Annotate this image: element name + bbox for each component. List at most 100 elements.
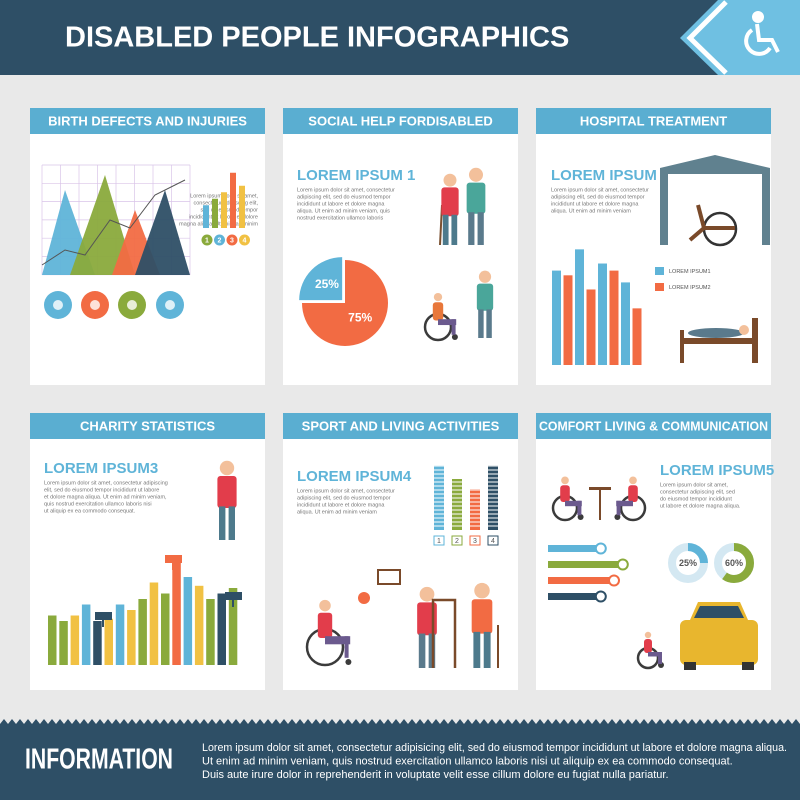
bar	[203, 205, 209, 228]
body-text: Lorem ipsum dolor sit amet, consectetur …	[44, 480, 168, 486]
figure-leg	[451, 319, 456, 335]
figure-leg	[648, 652, 662, 657]
figure-leg	[658, 652, 662, 664]
figure-leg	[478, 309, 484, 338]
body-text: incididunt ut labore et dolore magna	[297, 201, 385, 207]
badge	[433, 535, 445, 546]
figure-head	[433, 292, 443, 302]
badge	[226, 234, 238, 246]
legend-swatch	[655, 267, 664, 275]
bar	[228, 588, 238, 665]
panel-title: SPORT AND LIVING ACTIVITIES	[302, 418, 500, 433]
figure-leg	[565, 500, 582, 507]
badge	[201, 234, 213, 246]
panel-title: COMFORT LIVING & COMMUNICATION	[539, 418, 768, 433]
pie-label: 75%	[348, 310, 372, 324]
icon-head	[752, 11, 764, 23]
deco-line	[41, 179, 186, 266]
body-text: Lorem ipsum dolor sit amet, consectetur	[297, 187, 395, 193]
body-text: nostrud exercitation ullamco laboris	[297, 215, 383, 221]
figure-head	[443, 173, 457, 187]
pie-slice	[299, 257, 343, 301]
progress-knob	[608, 574, 620, 587]
body-text: adipiscing elit, sed do eiusmod tempor	[297, 194, 391, 200]
figure-head	[561, 476, 569, 485]
wheel-small	[614, 514, 621, 520]
badge	[469, 535, 481, 546]
basket	[377, 569, 401, 585]
bar	[81, 604, 91, 665]
panel-title: HOSPITAL TREATMENT	[580, 113, 727, 128]
panel-heading: LOREM IPSUM4	[297, 468, 412, 485]
bar	[93, 621, 102, 665]
pie-label: 25%	[315, 277, 339, 291]
progress-bar	[548, 545, 601, 552]
footer-title: INFORMATION	[25, 744, 173, 776]
ball	[358, 592, 370, 604]
bar	[221, 192, 227, 228]
bar	[217, 593, 226, 665]
figure-leg	[616, 500, 621, 516]
bed-foot	[680, 330, 684, 363]
body-text: ut aliquip ex ea commodo consequat.	[44, 508, 136, 514]
figure-leg	[473, 631, 481, 668]
figure-body	[628, 485, 638, 502]
bar	[586, 289, 596, 365]
bar	[621, 282, 630, 365]
figure-head	[319, 599, 331, 612]
progress-knob	[594, 542, 607, 555]
bar	[70, 615, 80, 665]
panel-heading: LOREM IPSUM3	[44, 460, 158, 477]
figure-body	[466, 182, 486, 214]
walker	[431, 598, 457, 668]
patient-head	[739, 325, 749, 335]
panel-title-bar	[536, 108, 771, 134]
icon-inner	[127, 300, 137, 310]
figure-leg	[325, 636, 351, 645]
bar	[212, 198, 218, 228]
legend-label: LOREM IPSUM1	[669, 269, 711, 275]
panel-heading: LOREM IPSUM5	[660, 462, 774, 479]
header-chevron	[686, 0, 728, 75]
figure-leg	[486, 309, 492, 338]
figure-head	[478, 270, 492, 283]
legend-label: LOREM IPSUM2	[669, 285, 711, 291]
body-text: aliqua. Ut enim ad minim veniam, quis	[297, 208, 390, 214]
bar	[59, 621, 68, 665]
figure-leg	[451, 214, 458, 245]
patient	[688, 328, 744, 338]
donut-label: 25%	[679, 558, 697, 568]
wheel-small	[451, 334, 458, 340]
wheelchair-icon	[744, 11, 780, 56]
pie-slice	[302, 260, 388, 346]
panel-title: CHARITY STATISTICS	[80, 418, 215, 433]
panel-title-bar	[30, 413, 265, 439]
flag	[225, 592, 242, 600]
figure-leg	[468, 212, 475, 245]
body-text: aliqua. Ut enim ad minim veniam	[551, 208, 631, 214]
deco-area	[70, 175, 135, 275]
icon-wheel	[744, 28, 772, 56]
footer-bar	[0, 719, 800, 800]
figure-body	[441, 187, 459, 217]
figure-body	[317, 612, 333, 638]
legend-swatch	[655, 283, 664, 291]
deco-area	[135, 190, 190, 275]
wheelchair-frame	[688, 204, 735, 242]
progress-knob	[616, 558, 629, 571]
donut-arc	[668, 543, 708, 583]
figure-leg	[344, 636, 349, 658]
body-text: incididunt ut labore et dolore magna	[297, 502, 385, 508]
panel-title: BIRTH DEFECTS AND INJURIES	[48, 113, 247, 128]
bar	[230, 172, 236, 228]
body-text: magna aliqua. Ut enim ad minim	[179, 221, 258, 227]
bar	[239, 185, 245, 228]
icon-inner	[90, 300, 100, 310]
icon-body	[755, 23, 780, 53]
body-text: do eiusmod tempor incididunt	[660, 496, 732, 502]
car-body	[680, 620, 758, 665]
figure-leg	[228, 506, 235, 540]
panel-title-bar	[30, 108, 265, 134]
body-text: ut labore et dolore magna aliqua.	[660, 503, 741, 509]
